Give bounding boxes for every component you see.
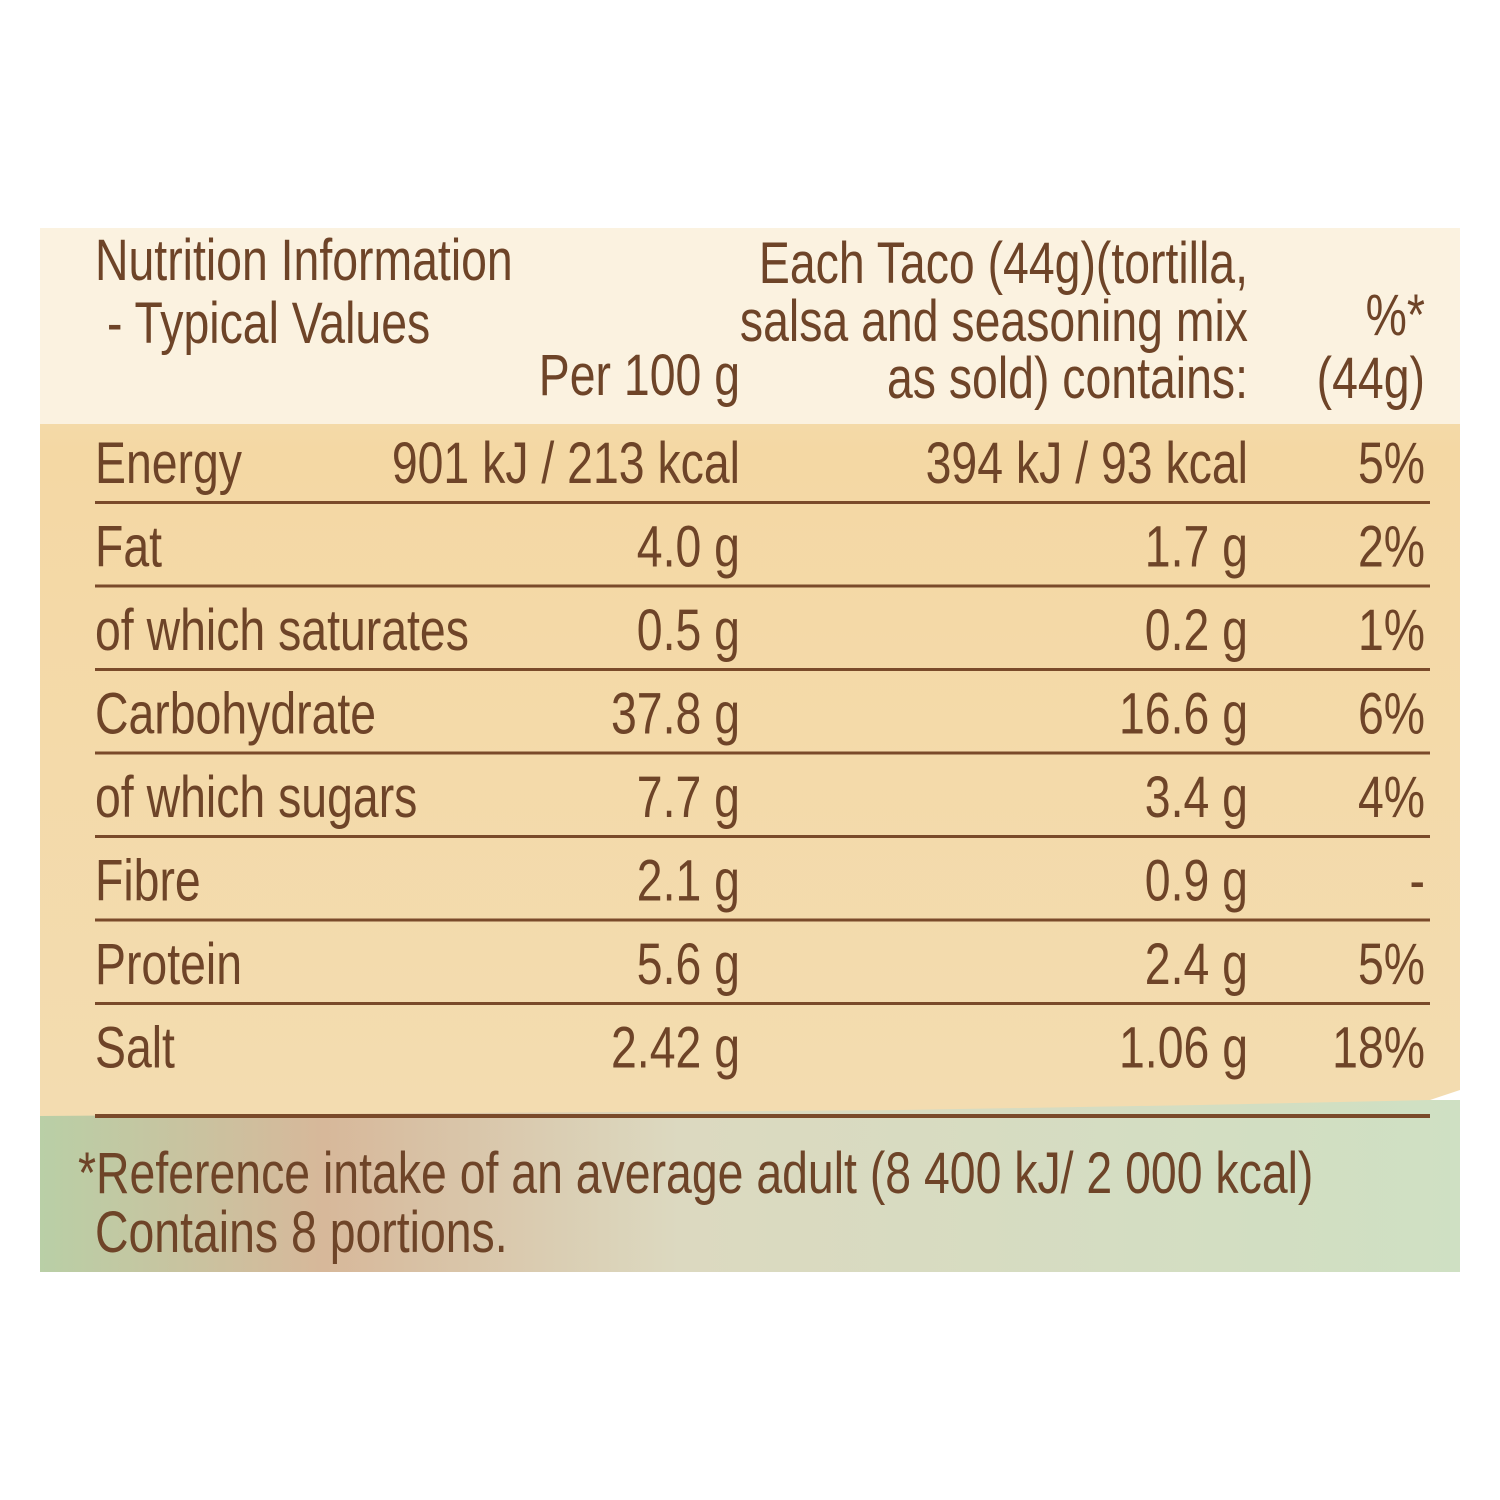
nutrient-value: 2% xyxy=(1358,515,1425,580)
nutrient-name: Salt xyxy=(95,1016,175,1081)
nutrient-value: 1% xyxy=(1358,598,1425,663)
header-text: - Typical Values xyxy=(107,291,430,356)
nutrient-name: Energy xyxy=(95,431,243,496)
nutrient-value: 2.42 g xyxy=(611,1016,740,1081)
nutrient-value: 4% xyxy=(1358,765,1425,830)
header-text: as sold) contains: xyxy=(887,346,1248,411)
nutrient-value: 2.1 g xyxy=(637,849,740,914)
nutrient-value: 18% xyxy=(1332,1016,1425,1081)
nutrient-value: 901 kJ / 213 kcal xyxy=(392,431,740,496)
nutrient-value: 3.4 g xyxy=(1145,765,1248,830)
footnote-background xyxy=(40,1100,1460,1272)
nutrient-value: - xyxy=(1410,849,1425,914)
nutrient-name: Protein xyxy=(95,932,242,997)
nutrient-value: 0.2 g xyxy=(1145,598,1248,663)
nutrient-value: 5.6 g xyxy=(637,932,740,997)
nutrient-value: 1.7 g xyxy=(1145,515,1248,580)
nutrient-name: Carbohydrate xyxy=(95,682,376,747)
nutrient-value: 7.7 g xyxy=(637,765,740,830)
nutrient-name: Fibre xyxy=(95,849,201,914)
header-text: Per 100 g xyxy=(539,343,740,408)
nutrient-value: 5% xyxy=(1358,932,1425,997)
nutrient-name: of which saturates xyxy=(95,598,469,663)
table: Nutrition Information- Typical Values Per… xyxy=(78,228,1430,1265)
table-background xyxy=(40,228,1460,1116)
header-text: (44g) xyxy=(1317,346,1425,411)
nutrient-value: 4.0 g xyxy=(637,515,740,580)
header-background xyxy=(40,228,1460,424)
footnote-text: *Reference intake of an average adult (8… xyxy=(78,1141,1313,1206)
nutrient-name: of which sugars xyxy=(95,765,417,830)
nutrient-value: 394 kJ / 93 kcal xyxy=(926,431,1248,496)
footnote-text: Contains 8 portions. xyxy=(95,1200,508,1265)
nutrient-name: Fat xyxy=(95,515,162,580)
header-text: %* xyxy=(1366,283,1425,348)
nutrient-value: 37.8 g xyxy=(611,682,740,747)
nutrient-value: 5% xyxy=(1358,431,1425,496)
nutrient-value: 16.6 g xyxy=(1119,682,1248,747)
nutrient-value: 0.9 g xyxy=(1145,849,1248,914)
header-text: Nutrition Information xyxy=(95,228,513,293)
nutrient-value: 6% xyxy=(1358,682,1425,747)
header-text: salsa and seasoning mix xyxy=(740,289,1248,354)
nutrient-value: 1.06 g xyxy=(1119,1016,1248,1081)
nutrient-value: 0.5 g xyxy=(637,598,740,663)
nutrient-value: 2.4 g xyxy=(1145,932,1248,997)
header-text: Each Taco (44g)(tortilla, xyxy=(759,231,1248,296)
